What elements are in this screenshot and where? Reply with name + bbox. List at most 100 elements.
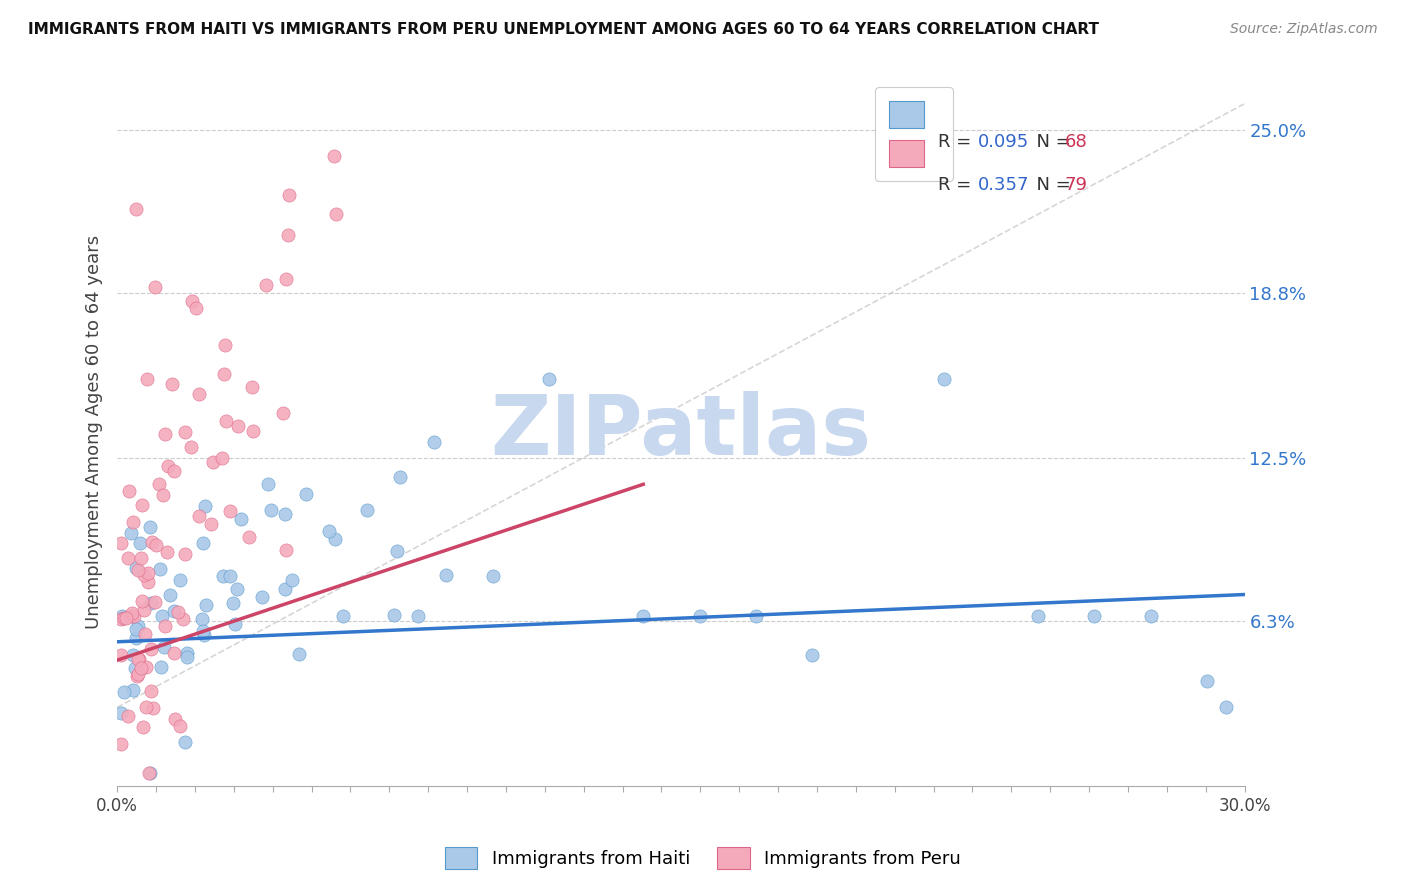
Point — [219, 569, 242, 583]
Point — [155, 619, 177, 633]
Point — [193, 628, 215, 642]
Point — [132, 720, 155, 734]
Point — [128, 536, 150, 550]
Point — [181, 293, 204, 308]
Point — [127, 619, 149, 633]
Point — [153, 640, 176, 654]
Point — [356, 502, 378, 516]
Point — [159, 588, 181, 602]
Point — [191, 535, 214, 549]
Point — [150, 608, 173, 623]
Point — [434, 567, 457, 582]
Point — [274, 507, 297, 521]
Point — [1083, 608, 1105, 623]
Point — [932, 372, 955, 386]
Point — [160, 376, 183, 391]
Point — [165, 712, 187, 726]
Point — [121, 606, 143, 620]
Point — [745, 608, 768, 623]
Point — [385, 544, 408, 558]
Point — [388, 469, 411, 483]
Point — [250, 591, 273, 605]
Point — [127, 563, 149, 577]
Text: 0.357: 0.357 — [977, 177, 1029, 194]
Point — [259, 503, 281, 517]
Point — [174, 547, 197, 561]
Point — [141, 534, 163, 549]
Point — [173, 425, 195, 439]
Point — [135, 700, 157, 714]
Point — [138, 766, 160, 780]
Point — [274, 272, 297, 286]
Point — [169, 719, 191, 733]
Point — [149, 562, 172, 576]
Point — [211, 450, 233, 465]
Point — [1195, 674, 1218, 689]
Point — [134, 568, 156, 582]
Point — [111, 609, 134, 624]
Legend: , : , — [875, 87, 953, 181]
Point — [382, 608, 405, 623]
Point — [176, 650, 198, 665]
Point — [1215, 700, 1237, 714]
Point — [174, 735, 197, 749]
Point — [277, 227, 299, 242]
Point — [1026, 608, 1049, 623]
Point — [219, 503, 242, 517]
Point — [138, 766, 160, 780]
Point — [195, 598, 218, 612]
Point — [689, 608, 711, 623]
Legend: Immigrants from Haiti, Immigrants from Peru: Immigrants from Haiti, Immigrants from P… — [436, 838, 970, 879]
Y-axis label: Unemployment Among Ages 60 to 64 years: Unemployment Among Ages 60 to 64 years — [86, 235, 103, 629]
Point — [110, 536, 132, 550]
Point — [423, 434, 446, 449]
Text: 0.095: 0.095 — [977, 133, 1029, 151]
Text: IMMIGRANTS FROM HAITI VS IMMIGRANTS FROM PERU UNEMPLOYMENT AMONG AGES 60 TO 64 Y: IMMIGRANTS FROM HAITI VS IMMIGRANTS FROM… — [28, 22, 1099, 37]
Point — [122, 682, 145, 697]
Point — [225, 582, 247, 596]
Point — [153, 427, 176, 442]
Point — [118, 483, 141, 498]
Point — [124, 661, 146, 675]
Point — [143, 595, 166, 609]
Point — [134, 603, 156, 617]
Point — [163, 646, 186, 660]
Point — [135, 659, 157, 673]
Point — [115, 611, 138, 625]
Point — [112, 685, 135, 699]
Point — [211, 568, 233, 582]
Point — [214, 337, 236, 351]
Point — [169, 573, 191, 587]
Point — [176, 646, 198, 660]
Point — [110, 648, 132, 662]
Point — [127, 666, 149, 681]
Point — [131, 498, 153, 512]
Point — [131, 594, 153, 608]
Point — [280, 573, 302, 587]
Point — [318, 524, 340, 538]
Point — [278, 188, 301, 202]
Point — [184, 301, 207, 316]
Point — [201, 455, 224, 469]
Point — [110, 706, 132, 720]
Point — [134, 627, 156, 641]
Point — [190, 612, 212, 626]
Point — [194, 499, 217, 513]
Point — [120, 609, 142, 624]
Point — [1139, 608, 1161, 623]
Point — [332, 608, 354, 623]
Point — [143, 280, 166, 294]
Point — [110, 737, 132, 751]
Point — [117, 551, 139, 566]
Point — [120, 525, 142, 540]
Text: N =: N = — [1025, 177, 1077, 194]
Point — [274, 582, 297, 596]
Point — [538, 372, 561, 386]
Text: 68: 68 — [1064, 133, 1087, 151]
Point — [131, 661, 153, 675]
Point — [242, 380, 264, 394]
Point — [127, 652, 149, 666]
Text: N =: N = — [1025, 133, 1077, 151]
Point — [222, 596, 245, 610]
Point — [145, 538, 167, 552]
